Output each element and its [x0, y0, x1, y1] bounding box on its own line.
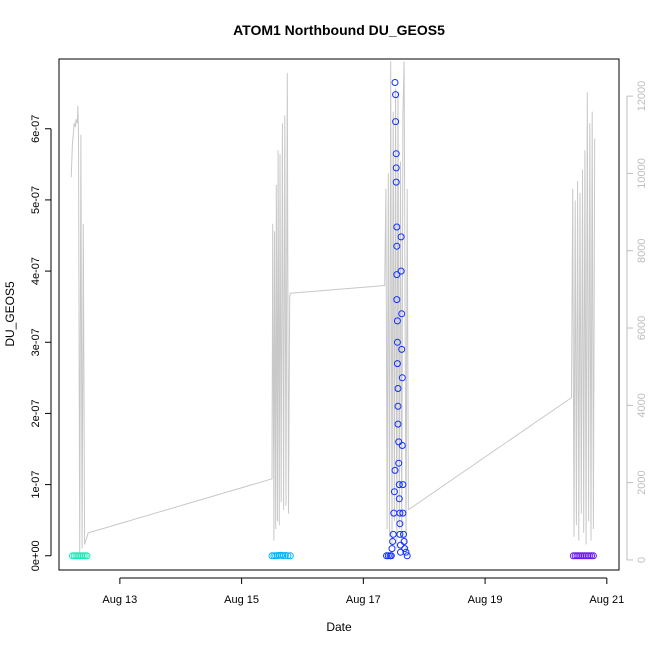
- y-tick-label: 6e-07: [30, 115, 42, 143]
- data-point-group_3: [394, 402, 402, 410]
- data-point-group_3: [389, 530, 397, 538]
- y-tick-label: 5e-07: [30, 186, 42, 214]
- x-tick-label: Aug 17: [346, 594, 381, 606]
- data-point-group_3: [387, 552, 395, 560]
- y2-tick-label: 4000: [636, 393, 648, 417]
- data-point-group_3: [392, 178, 400, 186]
- data-point-group_3: [394, 420, 402, 428]
- data-point-group_3: [391, 79, 399, 86]
- data-point-group_3: [395, 459, 403, 467]
- data-point-group_4: [589, 552, 597, 560]
- data-point-group_3: [396, 520, 404, 528]
- chart-title: ATOM1 Northbound DU_GEOS5: [233, 22, 445, 38]
- data-point-group_3: [393, 223, 401, 231]
- y2-tick-label: 0: [636, 557, 648, 563]
- data-point-group_3: [388, 545, 396, 553]
- altitude-line: [70, 61, 596, 553]
- data-point-group_3: [403, 552, 411, 560]
- data-point-group_3: [389, 538, 397, 545]
- x-tick-label: Aug 19: [468, 594, 503, 606]
- data-point-group_3: [392, 118, 400, 126]
- data-point-group_3: [393, 242, 401, 250]
- data-point-group_3: [398, 310, 406, 318]
- x-tick-label: Aug 15: [224, 594, 259, 606]
- data-point-group_3: [401, 545, 409, 553]
- data-point-group_3: [399, 481, 407, 489]
- data-point-group_3: [394, 385, 402, 392]
- data-point-group_3: [395, 438, 403, 446]
- y2-tick-label: 10000: [636, 158, 648, 189]
- data-point-group_3: [400, 530, 407, 538]
- data-point-group_3: [392, 91, 400, 99]
- data-point-group_3: [393, 271, 401, 279]
- y2-tick-label: 12000: [636, 81, 648, 112]
- data-point-group_3: [400, 538, 408, 545]
- data-point-group_3: [393, 338, 401, 346]
- y-tick-label: 1e-07: [30, 471, 42, 499]
- data-point-group_3: [399, 509, 407, 517]
- data-point-group_3: [396, 509, 404, 517]
- data-point-group_1: [83, 552, 91, 560]
- x-tick-label: Aug 21: [589, 594, 624, 606]
- plot-layer: Aug 13 Aug 15 Aug 17 Aug 19 Aug 21 0e+00 1e-07…: [30, 58, 648, 606]
- y-axis-label: DU_GEOS5: [3, 281, 17, 347]
- y2-tick-label: 8000: [636, 238, 648, 262]
- data-point-group_3: [398, 345, 406, 353]
- data-point-group_2: [281, 551, 289, 559]
- y2-tick-label: 2000: [636, 470, 648, 494]
- y-tick-label: 3e-07: [30, 328, 42, 356]
- data-point-group_3: [393, 360, 401, 368]
- data-point-group_2: [279, 552, 287, 560]
- data-point-group_3: [392, 150, 400, 158]
- data-point-group_3: [393, 296, 401, 304]
- data-point-group_1: [79, 552, 87, 560]
- data-point-group_3: [390, 488, 398, 496]
- data-point-group_3: [398, 374, 406, 382]
- data-point-group_3: [393, 317, 401, 325]
- data-point-group_3: [397, 541, 404, 549]
- plot-frame: [58, 58, 620, 571]
- data-point-group_2: [286, 552, 294, 560]
- data-point-group_3: [402, 548, 410, 556]
- y-tick-label: 2e-07: [30, 399, 42, 427]
- data-point-group_3: [391, 466, 399, 474]
- y-tick-label: 0e+00: [30, 540, 42, 571]
- data-point-group_3: [398, 442, 406, 449]
- data-point-group_2: [284, 552, 292, 560]
- data-point-group_3: [396, 530, 404, 538]
- data-point-group_3: [397, 233, 405, 241]
- data-point-group_3: [395, 481, 403, 489]
- data-point-group_3: [392, 164, 400, 172]
- y2-tick-label: 6000: [636, 316, 648, 340]
- x-axis-label: Date: [326, 620, 352, 634]
- data-point-group_3: [397, 267, 405, 275]
- x-tick-label: Aug 13: [102, 594, 137, 606]
- y-tick-label: 4e-07: [30, 257, 42, 285]
- data-point-group_3: [395, 495, 403, 503]
